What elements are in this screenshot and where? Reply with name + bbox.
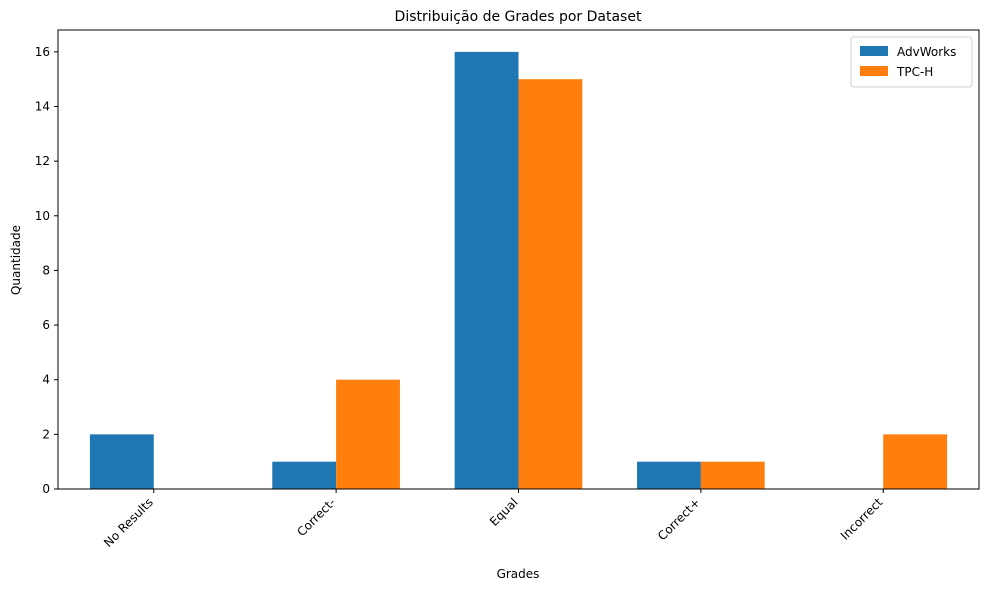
y-tick-label: 0 [42, 482, 50, 496]
y-axis: 0 2 4 6 8 10 12 14 16 [35, 45, 58, 496]
bar-advworks-correct- [272, 461, 337, 489]
bar-advworks-no-results [89, 434, 154, 489]
y-tick-label: 8 [42, 263, 50, 277]
plot-frame [57, 29, 980, 490]
bar-tpc-h-correct- [700, 461, 765, 489]
bar-tpc-h-incorrect [883, 434, 948, 489]
x-axis: No Results Correct- Equal Correct+ Incorrect [101, 489, 886, 550]
x-tick-label: Equal [487, 495, 521, 529]
x-axis-label: Grades [497, 567, 540, 581]
x-tick-label: No Results [101, 495, 156, 550]
y-tick-label: 4 [42, 373, 50, 387]
bar-tpc-h-equal [518, 79, 583, 490]
y-tick-label: 16 [35, 45, 50, 59]
bar-tpc-h-correct- [336, 379, 400, 489]
legend-swatch-advworks [860, 46, 888, 56]
bars-group [89, 51, 948, 490]
bar-advworks-equal [454, 51, 519, 490]
x-tick-label: Correct- [294, 495, 338, 539]
legend: AdvWorks TPC-H [850, 36, 973, 88]
y-tick-label: 2 [42, 427, 50, 441]
y-tick-label: 6 [42, 318, 50, 332]
y-axis-label: Quantidade [9, 225, 23, 295]
bar-advworks-correct- [637, 461, 701, 489]
y-tick-label: 10 [35, 209, 50, 223]
x-tick-label: Incorrect [838, 495, 886, 543]
legend-swatch-tpc-h [860, 66, 888, 76]
legend-label-advworks: AdvWorks [897, 45, 956, 59]
x-tick-label: Correct+ [655, 495, 703, 543]
legend-label-tpc-h: TPC-H [896, 65, 933, 79]
chart-title: Distribuição de Grades por Dataset [395, 9, 642, 25]
y-tick-label: 12 [35, 154, 50, 168]
y-tick-label: 14 [35, 100, 50, 114]
